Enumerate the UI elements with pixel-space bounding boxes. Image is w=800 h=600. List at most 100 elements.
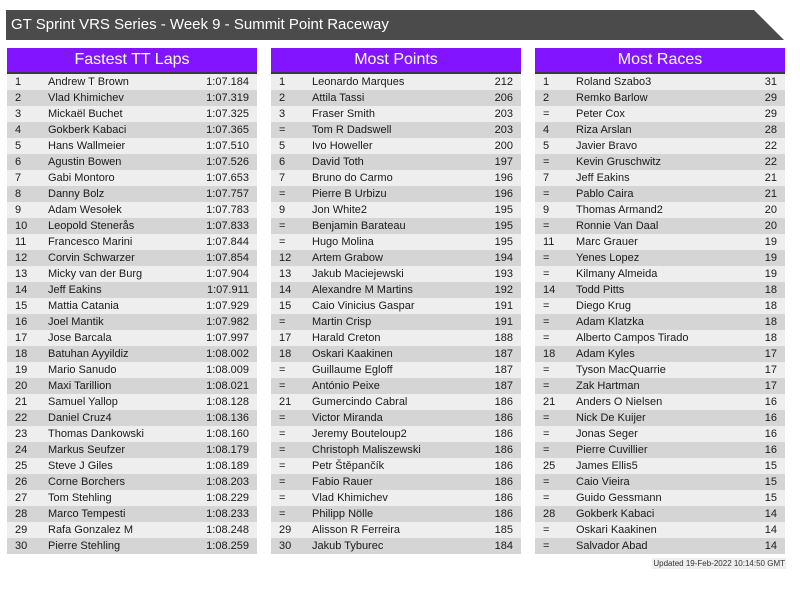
table-row: = Jeremy Bouteloup2 186 (271, 426, 521, 442)
driver-name-cell: Caio Vinicius Gaspar (312, 300, 415, 312)
position-cell: 11 (543, 236, 555, 248)
table-row: 29 Rafa Gonzalez M 1:08.248 (7, 522, 257, 538)
value-cell: 1:08.203 (206, 476, 249, 488)
value-cell: 187 (494, 348, 513, 360)
position-cell: = (543, 108, 550, 120)
table-row: = Pierre Cuvillier 16 (535, 442, 785, 458)
table-row: = Tyson MacQuarrie 17 (535, 362, 785, 378)
driver-name-cell: Vlad Khimichev (312, 492, 388, 504)
table-row: = Tom R Dadswell 203 (271, 122, 521, 138)
value-cell: 15 (764, 476, 777, 488)
position-cell: 26 (15, 476, 28, 488)
driver-name-cell: Salvador Abad (576, 540, 648, 552)
position-cell: 21 (15, 396, 28, 408)
table-row: 20 Maxi Tarillion 1:08.021 (7, 378, 257, 394)
value-cell: 16 (764, 444, 777, 456)
position-cell: 7 (279, 172, 286, 184)
driver-name-cell: Marco Tempesti (48, 508, 126, 520)
driver-name-cell: Roland Szabo3 (576, 76, 652, 88)
value-cell: 1:07.783 (206, 204, 249, 216)
position-cell: 12 (15, 252, 28, 264)
driver-name-cell: Ivo Howeller (312, 140, 373, 152)
table-row: 14 Alexandre M Martins 192 (271, 282, 521, 298)
table-row: 26 Corne Borchers 1:08.203 (7, 474, 257, 490)
driver-name-cell: Gokberk Kabaci (48, 124, 127, 136)
position-cell: = (279, 492, 286, 504)
position-cell: = (279, 364, 286, 376)
table-row: = Fabio Rauer 186 (271, 474, 521, 490)
driver-name-cell: Alexandre M Martins (312, 284, 413, 296)
table-row: 22 Daniel Cruz4 1:08.136 (7, 410, 257, 426)
position-cell: 25 (15, 460, 28, 472)
driver-name-cell: Mario Sanudo (48, 364, 117, 376)
table-row: 15 Mattia Catania 1:07.929 (7, 298, 257, 314)
value-cell: 1:07.653 (206, 172, 249, 184)
table-row: 7 Jeff Eakins 21 (535, 170, 785, 186)
table-row: 2 Vlad Khimichev 1:07.319 (7, 90, 257, 106)
value-cell: 203 (494, 124, 513, 136)
driver-name-cell: Leonardo Marques (312, 76, 405, 88)
driver-name-cell: Gokberk Kabaci (576, 508, 655, 520)
value-cell: 21 (764, 188, 777, 200)
table-row: 14 Jeff Eakins 1:07.911 (7, 282, 257, 298)
fastest-tt-laps-panel: Fastest TT Laps 1 Andrew T Brown 1:07.184 2… (7, 48, 257, 554)
table-row: = Diego Krug 18 (535, 298, 785, 314)
value-cell: 29 (764, 92, 777, 104)
value-cell: 1:08.021 (206, 380, 249, 392)
value-cell: 187 (494, 364, 513, 376)
value-cell: 1:08.229 (206, 492, 249, 504)
position-cell: 7 (15, 172, 22, 184)
table-row: 9 Adam Wesołek 1:07.783 (7, 202, 257, 218)
table-row: 9 Jon White2 195 (271, 202, 521, 218)
position-cell: 1 (279, 76, 286, 88)
table-row: = Adam Klatzka 18 (535, 314, 785, 330)
value-cell: 14 (764, 508, 777, 520)
table-row: 30 Pierre Stehling 1:08.259 (7, 538, 257, 554)
table-row: 16 Joel Mantik 1:07.982 (7, 314, 257, 330)
table-row: = Oskari Kaakinen 14 (535, 522, 785, 538)
driver-name-cell: Benjamin Barateau (312, 220, 406, 232)
value-cell: 17 (764, 380, 777, 392)
driver-name-cell: Oskari Kaakinen (576, 524, 657, 536)
value-cell: 1:08.259 (206, 540, 249, 552)
page-title: GT Sprint VRS Series - Week 9 - Summit P… (11, 16, 389, 33)
value-cell: 19 (764, 268, 777, 280)
value-cell: 1:07.325 (206, 108, 249, 120)
table-row: 17 Jose Barcala 1:07.997 (7, 330, 257, 346)
table-row: 9 Thomas Armand2 20 (535, 202, 785, 218)
value-cell: 19 (764, 236, 777, 248)
table-row: = António Peixe 187 (271, 378, 521, 394)
position-cell: 14 (279, 284, 292, 296)
table-row: 30 Jakub Tyburec 184 (271, 538, 521, 554)
table-row: = Pierre B Urbizu 196 (271, 186, 521, 202)
value-cell: 191 (494, 300, 513, 312)
position-cell: = (543, 316, 550, 328)
position-cell: = (543, 492, 550, 504)
value-cell: 1:07.854 (206, 252, 249, 264)
position-cell: 4 (543, 124, 550, 136)
table-row: 21 Samuel Yallop 1:08.128 (7, 394, 257, 410)
table-row: 1 Leonardo Marques 212 (271, 74, 521, 90)
position-cell: 8 (15, 188, 22, 200)
driver-name-cell: Adam Kyles (576, 348, 635, 360)
table-row: = Kilmany Almeida 19 (535, 266, 785, 282)
driver-name-cell: Vlad Khimichev (48, 92, 124, 104)
table-row: 29 Alisson R Ferreira 185 (271, 522, 521, 538)
value-cell: 192 (494, 284, 513, 296)
driver-name-cell: Pablo Caira (576, 188, 634, 200)
table-row: 10 Leopold Stenerås 1:07.833 (7, 218, 257, 234)
driver-name-cell: Guido Gessmann (576, 492, 662, 504)
table-row: 12 Artem Grabow 194 (271, 250, 521, 266)
driver-name-cell: Peter Cox (576, 108, 625, 120)
table-row: 4 Gokberk Kabaci 1:07.365 (7, 122, 257, 138)
table-row: = Vlad Khimichev 186 (271, 490, 521, 506)
value-cell: 1:08.128 (206, 396, 249, 408)
position-cell: 17 (279, 332, 292, 344)
driver-name-cell: Maxi Tarillion (48, 380, 112, 392)
driver-name-cell: Pierre B Urbizu (312, 188, 387, 200)
table-row: = Peter Cox 29 (535, 106, 785, 122)
position-cell: = (279, 220, 286, 232)
position-cell: 11 (15, 236, 27, 248)
position-cell: 9 (15, 204, 22, 216)
value-cell: 22 (764, 140, 777, 152)
